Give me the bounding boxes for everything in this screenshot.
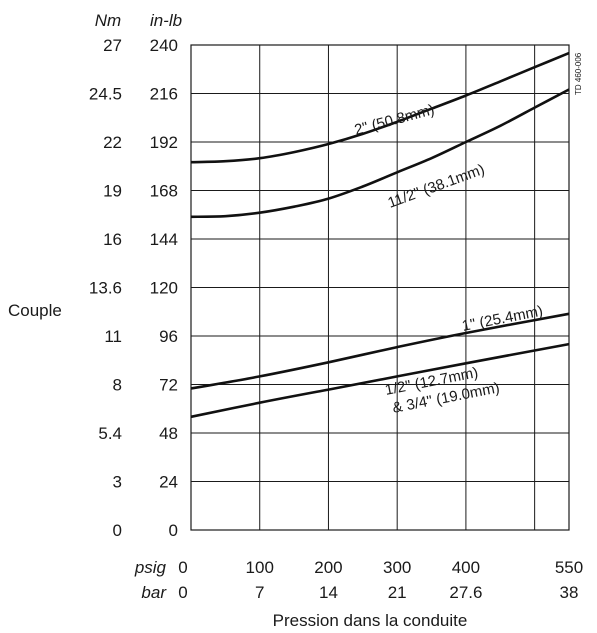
y-tick-label-inlb: 48 <box>159 424 178 443</box>
y-tick-label-nm: 11 <box>104 327 122 346</box>
series-label-1-5-inch: 11/2" (38.1mm) <box>386 161 487 212</box>
x-unit-psig: psig <box>134 558 167 577</box>
y-tick-label-inlb: 0 <box>169 521 178 540</box>
x-tick-label-bar: 27.6 <box>449 583 482 602</box>
y-axis-title: Couple <box>8 301 62 320</box>
y-tick-label-inlb: 192 <box>150 133 178 152</box>
reference-code: TD 460-006 <box>574 52 583 95</box>
y-tick-label-nm: 13.6 <box>89 279 122 298</box>
y-tick-label-nm: 27 <box>103 36 122 55</box>
y-tick-label-inlb: 240 <box>150 36 178 55</box>
x-tick-label-psig: 550 <box>555 558 583 577</box>
y-axis-nm: 0 3 5.4 8 11 13.6 16 19 22 24.5 27 <box>89 36 122 540</box>
svg-text:1" (25.4mm): 1" (25.4mm) <box>461 303 545 335</box>
series-label-1-inch: 1" (25.4mm) <box>461 303 545 335</box>
x-axis-psig: 0 100 200 300 400 550 <box>178 558 583 577</box>
x-tick-label-bar: 38 <box>560 583 579 602</box>
series-line-0 <box>190 51 570 164</box>
y-tick-label-nm: 8 <box>113 376 122 395</box>
y-tick-label-inlb: 96 <box>159 327 178 346</box>
y-unit-inlb: in-lb <box>150 11 182 30</box>
x-axis-bar: 0 7 14 21 27.6 38 <box>178 583 578 602</box>
y-tick-label-nm: 19 <box>103 182 122 201</box>
x-tick-label-bar: 0 <box>178 583 187 602</box>
y-tick-label-inlb: 168 <box>150 182 178 201</box>
y-tick-label-inlb: 120 <box>150 279 178 298</box>
y-tick-label-nm: 5.4 <box>98 424 122 443</box>
x-tick-label-psig: 200 <box>314 558 342 577</box>
x-tick-label-bar: 21 <box>388 583 407 602</box>
series-line-1 <box>190 88 570 219</box>
x-tick-label-psig: 0 <box>178 558 187 577</box>
y-tick-label-nm: 3 <box>113 473 122 492</box>
x-tick-label-psig: 100 <box>246 558 274 577</box>
x-axis-title: Pression dans la conduite <box>273 611 468 630</box>
series-label-2-inch: 2" (50.8mm) <box>353 101 437 139</box>
svg-text:2" (50.8mm): 2" (50.8mm) <box>353 101 437 139</box>
svg-text:1/2" (12.7mm) & 3/4" (19: 1/2" (12.7mm) & 3/4" (19.0mm) <box>384 361 502 418</box>
series-line-3 <box>190 342 570 419</box>
y-tick-label-nm: 0 <box>113 521 122 540</box>
y-tick-label-inlb: 72 <box>159 376 178 395</box>
x-tick-label-psig: 300 <box>383 558 411 577</box>
y-axis-inlb: 0 24 48 72 96 120 144 168 192 216 240 <box>150 36 178 540</box>
y-tick-label-nm: 24.5 <box>89 85 122 104</box>
x-tick-label-psig: 400 <box>452 558 480 577</box>
x-tick-label-bar: 14 <box>319 583 338 602</box>
series-label-half-and-three-quarter-inch: 1/2" (12.7mm) & 3/4" (19.0mm) <box>384 361 502 418</box>
y-tick-label-nm: 16 <box>103 230 122 249</box>
plot-frame <box>190 44 570 531</box>
y-tick-label-nm: 22 <box>103 133 122 152</box>
y-tick-label-inlb: 216 <box>150 85 178 104</box>
x-tick-label-bar: 7 <box>255 583 264 602</box>
series-line-2 <box>190 312 570 390</box>
y-tick-label-inlb: 144 <box>150 230 178 249</box>
y-unit-nm: Nm <box>95 11 121 30</box>
svg-text:11/2" (38.1mm): 11/2" (38.1mm) <box>386 161 487 212</box>
x-unit-bar: bar <box>141 583 167 602</box>
series-layer <box>190 51 570 419</box>
y-tick-label-inlb: 24 <box>159 473 178 492</box>
